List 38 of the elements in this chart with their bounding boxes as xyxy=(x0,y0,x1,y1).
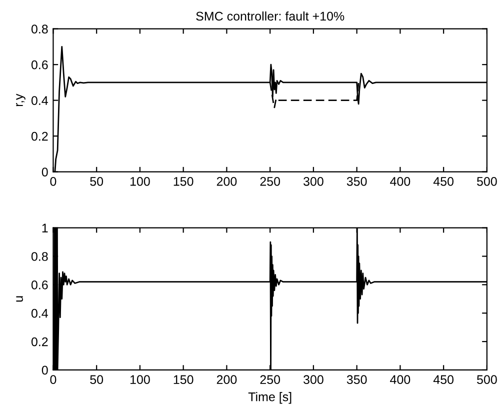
x-tick-label: 250 xyxy=(260,375,280,384)
x-tick-label: 0 xyxy=(50,375,56,384)
x-tick-label: 350 xyxy=(346,176,367,186)
y-tick-label: 0.2 xyxy=(31,337,48,346)
x-tick-label: 500 xyxy=(477,176,497,186)
y-tick-label: 0.4 xyxy=(31,96,48,105)
y-tick-label: 0.4 xyxy=(31,308,48,318)
x-tick-label: 0 xyxy=(50,176,56,186)
y-tick-label: 0.8 xyxy=(31,252,48,261)
x-tick-label: 500 xyxy=(477,375,497,384)
x-tick-label: 150 xyxy=(174,375,194,384)
y-axis-title: u xyxy=(16,296,23,302)
x-tick-label: 50 xyxy=(90,375,104,384)
x-tick-label: 300 xyxy=(304,176,324,186)
y-axis-title: r,y xyxy=(16,94,26,106)
y-tick-label: 0.6 xyxy=(31,280,48,290)
x-tick-label: 100 xyxy=(130,375,150,384)
x-tick-label: 400 xyxy=(390,176,410,186)
y-tick-label: 0 xyxy=(42,168,48,176)
x-tick-label: 200 xyxy=(216,375,237,384)
x-tick-label: 50 xyxy=(90,176,104,186)
x-tick-label: 150 xyxy=(174,176,194,186)
x-tick-label: 100 xyxy=(130,176,150,186)
y-tick-label: 0.6 xyxy=(31,60,48,70)
x-tick-label: 400 xyxy=(390,375,410,384)
line-series xyxy=(269,82,360,108)
y-tick-label: 0 xyxy=(42,366,48,375)
y-tick-label: 0.2 xyxy=(31,132,48,141)
chart-title: SMC controller: fault +10% xyxy=(196,11,344,21)
x-tick-label: 450 xyxy=(433,176,454,186)
x-tick-label: 450 xyxy=(433,375,454,384)
x-tick-label: 350 xyxy=(346,375,367,384)
x-tick-label: 300 xyxy=(304,375,324,384)
x-axis-title: Time [s] xyxy=(248,392,292,404)
x-tick-label: 250 xyxy=(260,176,280,186)
y-tick-label: 1 xyxy=(42,224,48,232)
x-tick-label: 200 xyxy=(216,176,237,186)
y-tick-label: 0.8 xyxy=(31,24,48,34)
